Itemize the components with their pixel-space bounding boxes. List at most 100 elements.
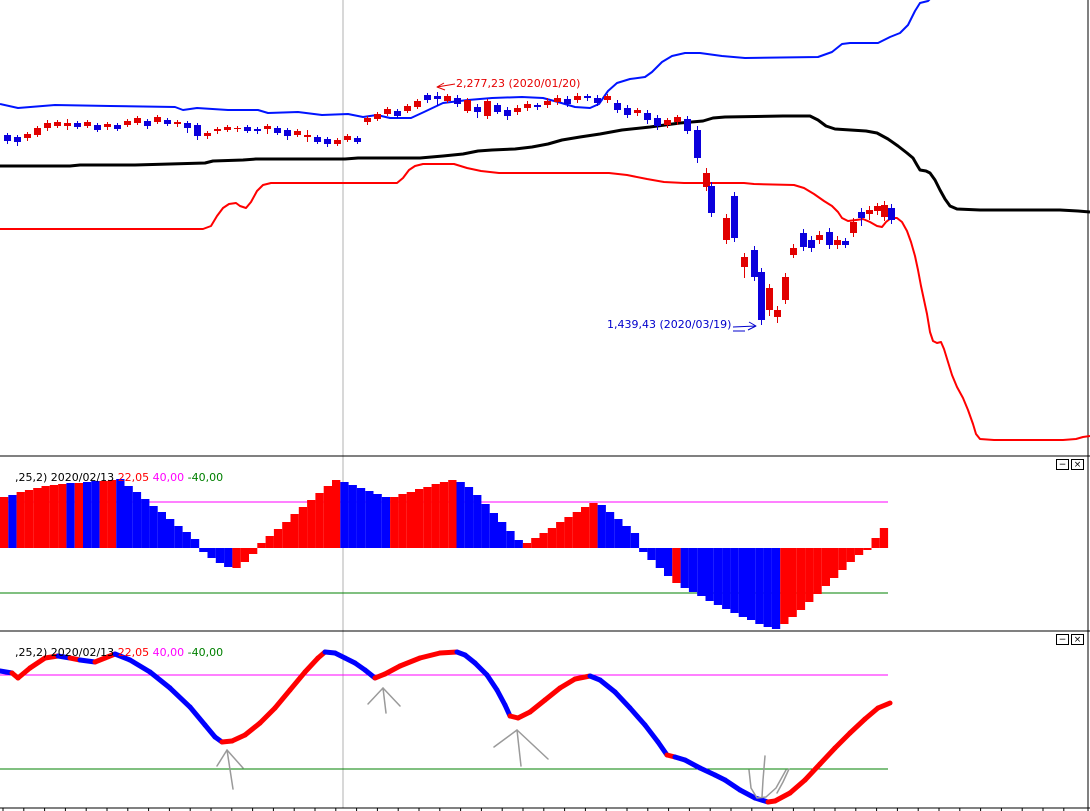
histogram-bar	[796, 548, 806, 610]
histogram-bar	[464, 487, 474, 548]
candle-body	[703, 173, 710, 187]
signal-line-segment	[722, 777, 743, 793]
signal-line-segment	[802, 761, 823, 783]
candle-body	[816, 235, 823, 240]
hand-drawn-arrow	[761, 755, 766, 798]
signal-line-segment	[112, 651, 133, 663]
signal-line-segment	[847, 716, 868, 736]
candle-body	[758, 272, 765, 320]
signal-line-segment	[875, 700, 893, 711]
histogram-bar	[174, 526, 183, 548]
histogram-bar	[166, 519, 175, 548]
candle-body	[881, 205, 888, 217]
histogram-bar	[506, 531, 515, 548]
signal-line-segment	[542, 685, 563, 703]
candle-body	[474, 107, 481, 112]
histogram-bar	[597, 505, 606, 548]
histogram-bar	[398, 494, 407, 548]
histogram-bar	[107, 480, 117, 548]
histogram-bar	[315, 493, 324, 548]
signal-current-value: 22,05	[117, 646, 150, 659]
histogram-bar	[41, 486, 50, 548]
signal-line-segment	[642, 722, 661, 745]
candle-body	[324, 139, 331, 144]
histogram-bar	[439, 482, 449, 548]
candle-body	[244, 127, 251, 131]
histogram-bar	[854, 548, 864, 555]
signal-line-segment	[287, 669, 308, 693]
candle-body	[644, 113, 651, 120]
histogram-bar	[672, 548, 681, 583]
histogram-bar	[182, 532, 191, 548]
candle-body	[74, 123, 81, 127]
candle-body	[858, 212, 865, 218]
histogram-bar	[190, 539, 200, 548]
signal-line-segment	[15, 665, 33, 681]
histogram-bar	[763, 548, 772, 627]
signal-line-segment	[417, 650, 443, 661]
oscillator-lower-level-value: -40,00	[184, 471, 224, 484]
signal-line-segment	[437, 649, 460, 656]
histogram-bar	[713, 548, 723, 605]
histogram-bar	[564, 517, 573, 548]
candle-body	[34, 128, 41, 135]
histogram-bar	[257, 543, 266, 548]
candle-body	[774, 310, 781, 317]
histogram-bar	[215, 548, 225, 563]
histogram-bar	[813, 548, 822, 594]
candle-body	[751, 250, 758, 277]
hand-drawn-arrow	[516, 729, 522, 767]
candle-body	[866, 210, 873, 214]
peak-annotation-arrow	[436, 83, 456, 88]
signal-minimize-button[interactable]: −	[1056, 634, 1069, 645]
candle-body	[104, 124, 111, 127]
candle-body	[274, 128, 281, 133]
signal-line-segment	[627, 705, 648, 728]
oscillator-current-value: 22,05	[117, 471, 150, 484]
signal-line-segment	[27, 655, 48, 671]
candle-body	[504, 110, 511, 116]
histogram-bar	[282, 522, 291, 548]
candle-body	[564, 99, 571, 104]
histogram-bar	[141, 499, 150, 548]
candle-body	[234, 128, 241, 129]
candle-body	[554, 98, 561, 102]
signal-line-segment	[772, 790, 793, 804]
oscillator-minimize-button[interactable]: −	[1056, 459, 1069, 470]
candle-body	[134, 118, 141, 123]
signal-close-button[interactable]: ×	[1071, 634, 1084, 645]
candle-body	[394, 111, 401, 116]
candle-body	[214, 129, 221, 131]
oscillator-upper-level-value: 40,00	[149, 471, 185, 484]
histogram-bar	[498, 522, 507, 548]
hand-drawn-arrow	[382, 687, 387, 714]
histogram-bar	[199, 548, 208, 552]
hand-drawn-arrow	[748, 769, 787, 799]
signal-line-segment	[862, 705, 881, 722]
histogram-bar	[224, 548, 233, 567]
candle-body	[424, 95, 431, 100]
signal-line-segment	[737, 787, 758, 801]
histogram-bar	[356, 488, 366, 548]
candle-body	[826, 232, 833, 245]
candle-body	[624, 108, 631, 115]
candle-body	[574, 96, 581, 100]
candle-body	[264, 126, 271, 129]
candle-body	[850, 222, 857, 233]
oscillator-close-button[interactable]: ×	[1071, 459, 1084, 470]
histogram-bar	[207, 548, 216, 558]
histogram-bar	[33, 488, 42, 548]
peak-price-annotation: 2,277,23 (2020/01/20)	[456, 77, 581, 90]
candle-body	[741, 257, 748, 267]
histogram-bar	[307, 500, 316, 548]
candle-body	[524, 104, 531, 108]
signal-line-segment	[77, 657, 98, 665]
histogram-bar	[415, 489, 424, 548]
candle-body	[64, 123, 71, 126]
histogram-bar	[722, 548, 731, 609]
histogram-bar	[8, 495, 17, 548]
histogram-bar	[116, 479, 125, 548]
candle-body	[834, 240, 841, 245]
signal-line-segment	[242, 720, 263, 738]
